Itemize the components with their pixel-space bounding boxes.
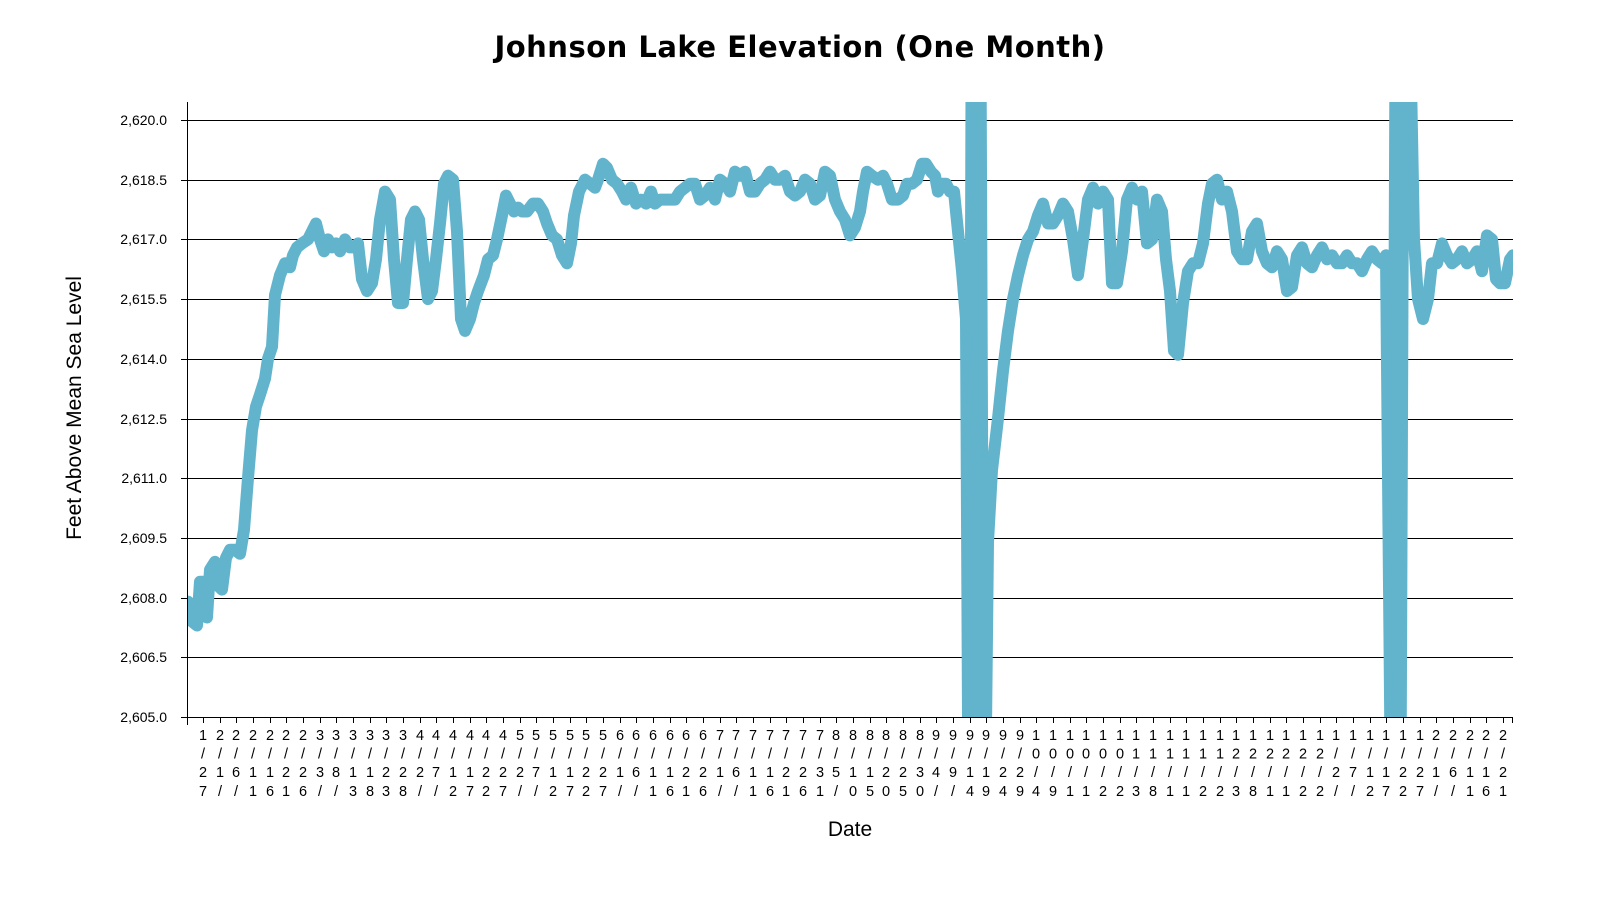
x-tick-label: 5/22: [578, 728, 594, 803]
x-tick-label: 12/2: [1312, 728, 1328, 803]
x-tick-label: 4/12: [445, 728, 461, 803]
x-tick-label: 12/1: [1262, 728, 1278, 803]
y-tick-label: 2,609.5: [120, 529, 167, 546]
x-tick-label: 11/2: [1212, 728, 1228, 803]
x-tick-label: 12/1: [1278, 728, 1294, 803]
x-tick-label: 1/27: [1412, 728, 1428, 803]
x-tick-label: 7/21: [778, 728, 794, 803]
x-tick-label: 2/6/: [1445, 728, 1461, 803]
x-tick-label: 6/26: [695, 728, 711, 803]
x-tick-label: 8/15: [862, 728, 878, 803]
x-tick-label: 1/22: [1395, 728, 1411, 803]
x-tick-label: 9/9/: [945, 728, 961, 803]
x-tick-label: 2/16: [1478, 728, 1494, 803]
x-tick-label: 1/7/: [1345, 728, 1361, 803]
x-tick-label: 6/11: [645, 728, 661, 803]
x-tick-label: 9/19: [978, 728, 994, 803]
x-tick-label: 6/21: [678, 728, 694, 803]
x-tick-label: 9/14: [962, 728, 978, 803]
x-tick-label: 5/27: [595, 728, 611, 803]
x-tick-label: 10/4: [1028, 728, 1044, 803]
x-tick-label: 2/6/: [228, 728, 244, 803]
y-tick-label: 2,606.5: [120, 648, 167, 665]
x-tick-label: 10/1: [1062, 728, 1078, 803]
x-tick-label: 8/30: [912, 728, 928, 803]
y-tick-label: 2,615.5: [120, 290, 167, 307]
x-tick-label: 10/9: [1045, 728, 1061, 803]
y-tick-label: 2,620.0: [120, 111, 167, 128]
x-tick-label: 1/12: [1362, 728, 1378, 803]
x-tick-label: 6/6/: [628, 728, 644, 803]
x-tick-label: 3/23: [378, 728, 394, 803]
chart-title: Johnson Lake Elevation (One Month): [494, 30, 1106, 64]
y-tick-label: 2,605.0: [120, 708, 167, 725]
x-tick-label: 3/13: [345, 728, 361, 803]
x-tick-label: 3/8/: [328, 728, 344, 803]
x-tick-label: 1/27: [195, 728, 211, 803]
x-tick-label: 5/17: [562, 728, 578, 803]
x-tick-label: 10/2: [1095, 728, 1111, 803]
x-tick-label: 4/7/: [428, 728, 444, 803]
x-tick-label: 11/1: [1162, 728, 1178, 803]
y-tick-label: 2,617.0: [120, 230, 167, 247]
x-tick-label: 7/26: [795, 728, 811, 803]
x-tick-label: 10/1: [1078, 728, 1094, 803]
x-tick-label: 2/26: [295, 728, 311, 803]
x-tick-label: 12/3: [1228, 728, 1244, 803]
x-tick-label: 7/6/: [728, 728, 744, 803]
x-tick-label: 5/12: [545, 728, 561, 803]
x-tick-label: 2/16: [262, 728, 278, 803]
x-tick-label: 7/11: [745, 728, 761, 803]
series-layer: [187, 102, 1513, 717]
x-tick-label: 6/16: [662, 728, 678, 803]
y-axis-title: Feet Above Mean Sea Level: [63, 276, 86, 540]
x-tick-label: 4/27: [495, 728, 511, 803]
x-tick-label: 7/16: [762, 728, 778, 803]
x-tick-label: 4/22: [478, 728, 494, 803]
y-tick-label: 2,608.0: [120, 589, 167, 606]
x-tick-label: 7/31: [812, 728, 828, 803]
x-tick-label: 5/7/: [528, 728, 544, 803]
x-tick-label: 11/3: [1128, 728, 1144, 803]
x-tick-label: 2/21: [278, 728, 294, 803]
x-tick-label: 2/11: [245, 728, 261, 803]
y-tick-label: 2,612.5: [120, 410, 167, 427]
x-tick-label: 3/28: [395, 728, 411, 803]
x-tick-label: 2/1/: [1428, 728, 1444, 803]
x-tick-label: 10/2: [1112, 728, 1128, 803]
x-tick-label: 2/21: [1495, 728, 1511, 803]
x-tick-label: 3/18: [362, 728, 378, 803]
x-tick-label: 8/10: [845, 728, 861, 803]
x-tick-label: 9/29: [1012, 728, 1028, 803]
x-tick-label: 5/2/: [512, 728, 528, 803]
x-axis-title: Date: [827, 818, 873, 841]
x-tick-label: 2/1/: [212, 728, 228, 803]
y-tick-label: 2,618.5: [120, 171, 167, 188]
x-tick-label: 9/24: [995, 728, 1011, 803]
x-tick-label: 12/8: [1245, 728, 1261, 803]
x-tick-label: 9/4/: [928, 728, 944, 803]
x-tick-label: 1/2/: [1328, 728, 1344, 803]
x-tick-label: 11/1: [1178, 728, 1194, 803]
x-tick-label: 6/1/: [612, 728, 628, 803]
x-tick-label: 1/17: [1378, 728, 1394, 803]
x-tick-label: 3/3/: [312, 728, 328, 803]
x-tick-label: 11/2: [1195, 728, 1211, 803]
x-tick-label: 8/25: [895, 728, 911, 803]
y-tick-label: 2,611.0: [121, 469, 167, 486]
series-line-elevation: [187, 102, 1513, 717]
x-tick-label: 11/8: [1145, 728, 1161, 803]
x-tick-label: 4/2/: [412, 728, 428, 803]
x-tick-label: 8/20: [878, 728, 894, 803]
x-tick-label: 8/5/: [828, 728, 844, 803]
x-tick-label: 7/1/: [712, 728, 728, 803]
x-tick-label: 2/11: [1462, 728, 1478, 803]
x-tick-label: 12/2: [1295, 728, 1311, 803]
y-tick-label: 2,614.0: [120, 350, 167, 367]
axes: [181, 102, 1513, 725]
x-tick-label: 4/17: [462, 728, 478, 803]
